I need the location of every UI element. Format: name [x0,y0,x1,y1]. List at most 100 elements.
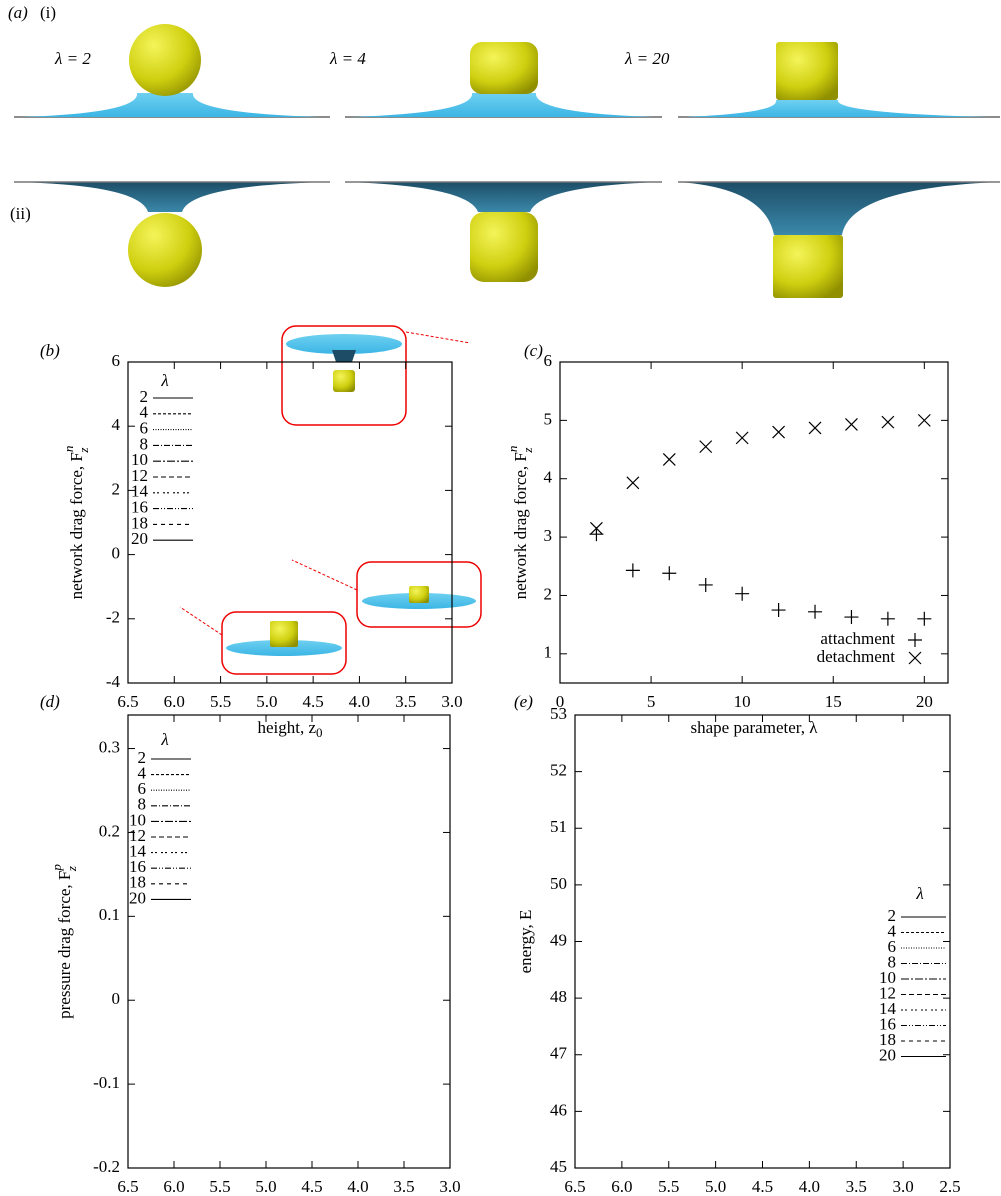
scatter-point [808,421,822,435]
legend-label: 20 [131,529,148,548]
x-tick-label: 20 [916,692,933,711]
x-tick-label: 3.5 [393,1177,414,1196]
row-label: (i) [40,3,56,22]
legend-label: 10 [129,810,146,829]
row-label: (ii) [10,204,31,223]
scatter-point [771,603,786,618]
y-axis-label-sup: n [61,446,76,453]
legend-title: λ [915,884,923,903]
y-tick-label: 48 [550,987,567,1006]
scatter-point [590,521,603,535]
scatter-point [735,431,749,445]
scatter-point [589,527,604,542]
x-tick-label: 4.5 [301,1177,322,1196]
panel-a-renderings [14,24,1000,298]
x-tick-label: 4.0 [349,692,370,711]
legend-label: 10 [131,450,148,469]
x-tick-label: 4.0 [347,1177,368,1196]
y-axis-label-sup: n [505,446,520,453]
legend-label: 2 [138,748,147,767]
x-tick-label: 3.0 [439,1177,460,1196]
legend-label: 8 [138,795,147,814]
x-tick-label: 4.0 [799,1177,820,1196]
panel-label: (a) [8,3,28,22]
x-tick-label: 5.5 [209,1177,230,1196]
x-axis-label: shape parameter, λ [691,718,819,737]
x-tick-label: 5.0 [705,1177,726,1196]
plot-frame [127,361,453,684]
legend-label: 14 [879,999,897,1018]
x-tick-label: 3.5 [846,1177,867,1196]
scatter-point [662,453,676,466]
x-tick-label: 0 [556,692,565,711]
y-tick-label: 46 [550,1100,567,1119]
y-axis-label-sub: z [520,448,535,454]
legend-label: 2 [888,906,897,925]
y-axis-label-text: network drag force, F [511,452,530,599]
y-tick-label: -4 [106,672,121,691]
y-tick-label: 3 [544,526,553,545]
panel-label: (c) [524,341,543,360]
scatter-point [699,440,713,454]
scatter-point [917,611,932,626]
y-tick-label: 0.2 [99,821,120,840]
scatter-point [735,586,750,601]
y-tick-label: 4 [544,468,553,487]
y-tick-label: 6 [544,351,553,370]
legend-label: 16 [131,498,148,517]
y-tick-label: 4 [112,415,121,434]
y-axis-label: network drag force, Fnz [505,446,535,600]
legend-label: 2 [140,387,149,406]
legend-label: 14 [131,482,149,501]
scatter-point [880,611,895,626]
y-tick-label: 53 [550,704,567,723]
y-tick-label: 49 [550,930,567,949]
legend-label: 6 [888,937,897,956]
x-axis-label-text: height, z [257,718,316,737]
scatter-point [844,610,859,625]
lambda-label: λ = 4 [329,49,366,68]
y-tick-label: 0 [112,989,121,1008]
legend-label: 4 [888,921,897,940]
legend-label: 4 [140,403,149,422]
y-tick-label: 2 [544,584,553,603]
legend-label: 12 [131,466,148,485]
scatter-point [626,476,640,490]
legend-label: 16 [129,857,146,876]
legend-label: 18 [879,1030,896,1049]
y-tick-label: -2 [106,608,120,627]
x-axis-label-text: shape parameter, λ [691,718,819,737]
scatter-point [625,563,640,578]
y-axis-label: pressure drag force, Fpz [49,864,79,1019]
legend-label: 4 [138,764,147,783]
y-tick-label: -0.2 [93,1157,120,1176]
x-tick-label: 5.5 [658,1177,679,1196]
y-tick-label: 52 [550,761,567,780]
scatter-point [808,604,823,619]
y-tick-label: 5 [544,409,553,428]
y-axis-label: energy, E [516,910,535,974]
legend-label: 20 [879,1045,896,1064]
legend-label: 18 [129,873,146,892]
legend-title: λ [160,730,168,749]
legend-label: 10 [879,968,896,987]
legend-label: 16 [879,1014,896,1033]
legend-title: λ [160,371,168,390]
x-tick-label: 5.0 [256,692,277,711]
panel-label: (b) [40,341,60,360]
x-tick-label: 6.5 [564,1177,585,1196]
x-tick-label: 6.0 [163,1177,184,1196]
x-tick-label: 2.5 [939,1177,960,1196]
y-tick-label: 0.1 [99,905,120,924]
x-axis-label-sub: 0 [316,725,323,740]
legend-marker [908,651,922,665]
x-tick-label: 6.0 [611,1177,632,1196]
panel-label: (e) [514,692,533,711]
panel-label: (d) [40,692,60,711]
x-tick-label: 4.5 [752,1177,773,1196]
legend-label: 6 [140,419,149,438]
legend-marker [908,633,922,647]
x-tick-label: 3.5 [395,692,416,711]
y-axis-label-sub: z [76,448,91,454]
